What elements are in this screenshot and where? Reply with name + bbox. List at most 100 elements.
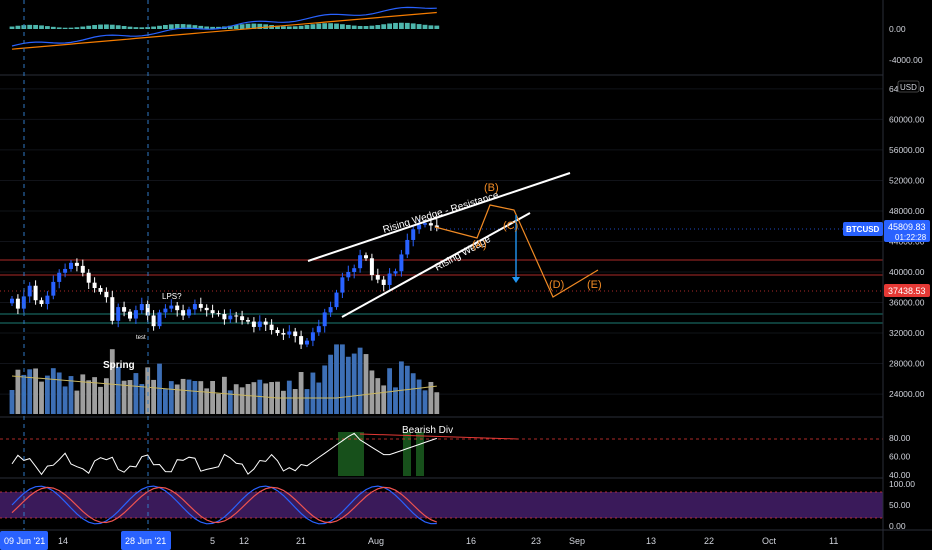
macd-histogram [9,22,440,29]
macd-histogram-bar [357,25,363,29]
candle-body [175,305,180,311]
macd-histogram-bar [298,25,304,29]
wedge-resistance-line [307,172,571,262]
macd-histogram-bar [210,26,215,29]
candle-body [393,271,398,274]
volume-bar [80,374,86,414]
candle-body [57,272,62,282]
candle-body [151,315,156,327]
candle-body [21,296,26,309]
candle-body [86,272,91,283]
volume-bar [363,354,369,414]
macd-histogram-bar [174,24,180,29]
candle-body [423,223,427,225]
macd-histogram-bar [310,24,316,29]
price-axis-tick: 48000.00 [889,206,925,216]
wave-e-label: (E) [587,279,602,291]
macd-histogram-bar [133,27,139,29]
macd-histogram-bar [27,24,33,29]
candle-body [104,291,109,298]
volume-bar [151,379,156,414]
candle-body [234,315,239,317]
macd-histogram-bar [286,26,292,29]
volume-bar [233,384,239,414]
candle-body [263,321,268,325]
candle-body [346,272,351,278]
candle-body [33,285,38,301]
volume-bar [133,373,139,414]
candle-body [417,224,422,230]
macd-histogram-bar [345,24,351,29]
volume-bar [9,390,15,414]
macd-histogram-bar [145,27,151,29]
macd-histogram-bar [251,23,257,29]
volume-bar [310,372,316,414]
candle-body [322,312,327,327]
macd-histogram-bar [281,26,286,29]
volume-bar [192,381,198,414]
macd-histogram-bar [233,24,239,29]
volume-bar [216,393,221,414]
volume-bar [56,372,62,414]
candle-body [210,310,215,314]
volume-bar [92,377,97,414]
macd-histogram-bar [80,26,86,29]
candle-body [293,331,298,337]
macd-histogram-bar [322,23,328,29]
macd-histogram-bar [316,23,322,29]
macd-histogram-bar [328,23,333,29]
candle-body [145,304,150,316]
volume-bar [304,389,310,414]
volume-bar [204,388,210,414]
rsi-axis-tick: 60.00 [889,452,911,462]
volume-bar [210,381,215,414]
volume-bar [251,382,257,414]
price-axis-tick: 40000.00 [889,267,925,277]
lps-label: LPS? [162,292,182,301]
price-axis-tick: 60000.00 [889,114,925,124]
price-axis-tick: 52000.00 [889,175,925,185]
macd-histogram-bar [186,24,192,29]
rsi-axis-tick: 40.00 [889,470,911,480]
candle-body [10,298,14,304]
volume-bar [428,381,434,414]
macd-histogram-bar [127,26,133,29]
volume-bar [27,369,33,414]
volume-bar [98,386,103,414]
macd-axis-tick: -4000.00 [889,55,923,65]
bearish-divergence-line [359,433,519,440]
date-markers [23,0,149,530]
volume-bar [245,384,251,414]
volume-bar [322,365,328,414]
candle-body [299,336,304,345]
macd-histogram-bar [351,25,357,29]
spring-label: Spring [103,360,135,371]
date-badge-label-2: 28 Jun '21 [125,536,166,546]
volume-bar [416,379,422,414]
candle-body [98,288,103,292]
price-countdown: 01:22:28 [895,233,927,242]
macd-histogram-bar [157,25,162,29]
time-axis[interactable]: 14 5 12 21 Aug 16 23 Sep 13 22 Oct 11 09 Jun '21 28… [0,531,838,550]
volume-bar [168,381,174,414]
candle-body [369,258,374,276]
volume-bar [115,366,121,414]
wave-b-label: (B) [484,182,499,194]
candle-body [181,310,186,316]
price-axis[interactable]: 0.00-4000.0064000.0060000.0056000.005200… [843,24,930,531]
volume-bar [292,389,298,414]
candle-body [139,304,144,311]
macd-histogram-bar [216,26,221,29]
marked-level-badge [884,284,930,297]
volume-bar [269,382,274,414]
candle-body [387,273,392,285]
candle-body [128,311,132,319]
candle-body [428,223,433,226]
volume-bar [357,347,363,414]
candle-body [375,275,380,280]
candle-body [381,279,386,285]
candle-body [204,307,209,311]
volume-bar [239,387,245,414]
